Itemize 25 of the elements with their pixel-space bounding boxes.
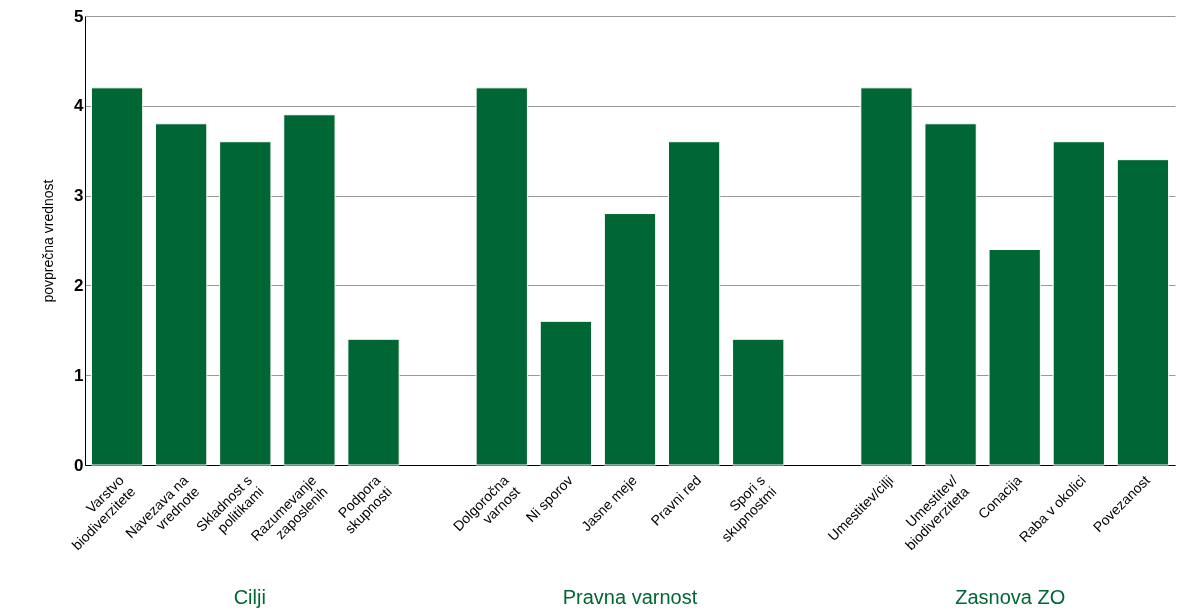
- y-tick-label: 2: [74, 275, 84, 295]
- text: Cilji: [233, 586, 266, 608]
- bar: [155, 123, 208, 466]
- bar: [1052, 141, 1105, 466]
- bar: [603, 213, 657, 466]
- bar: [347, 338, 400, 466]
- bar: [90, 87, 144, 466]
- bar: [860, 87, 913, 466]
- y-tick-label: 3: [74, 186, 84, 206]
- bar: [539, 320, 593, 466]
- text: Zasnova ZO: [955, 586, 1066, 608]
- bar: [924, 123, 977, 466]
- bar: [219, 141, 272, 466]
- bar: [667, 141, 721, 466]
- bar: [475, 87, 528, 466]
- y-tick-label: 4: [74, 96, 85, 116]
- y-tick-label: 1: [74, 365, 84, 385]
- bar: [988, 248, 1041, 466]
- bar: [283, 114, 336, 466]
- text: Pravna varnost: [562, 586, 698, 608]
- bar: [1116, 159, 1170, 466]
- y-axis-title: povprečna vrednost: [40, 179, 57, 303]
- y-tick-label: 5: [74, 6, 84, 26]
- y-tick-label: 0: [74, 455, 84, 475]
- bar: [732, 338, 785, 466]
